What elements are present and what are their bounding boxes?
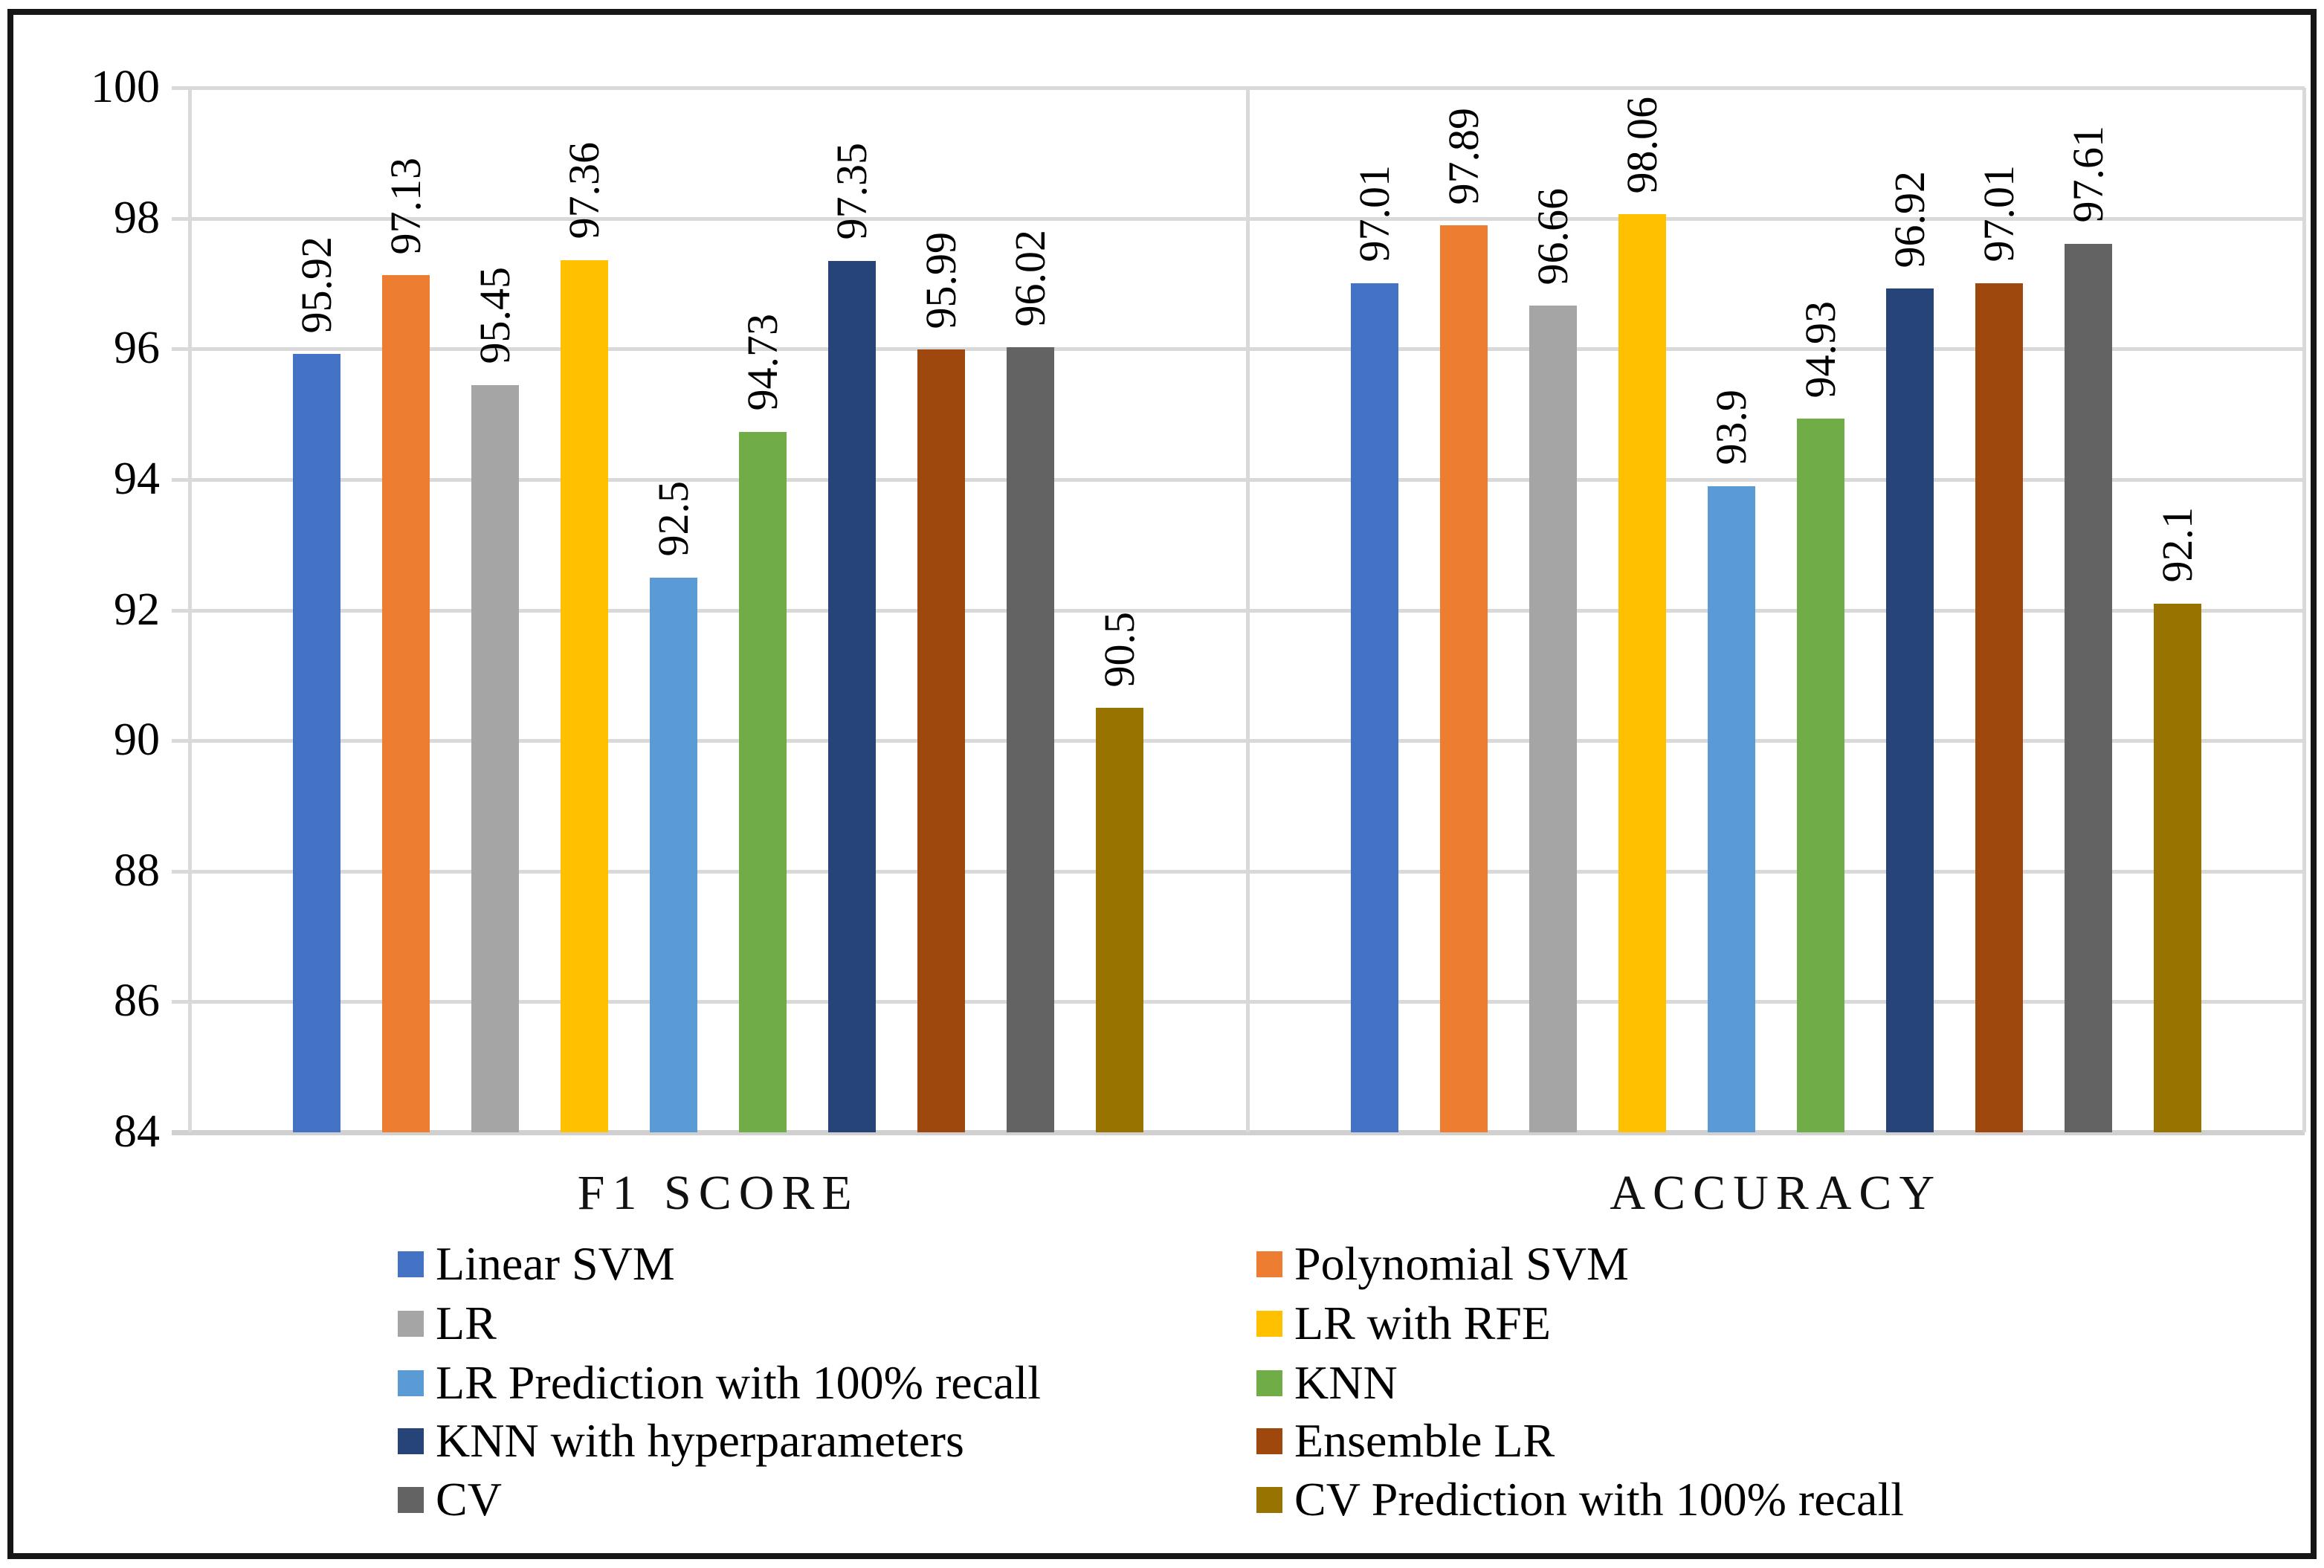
bar-accuracy-lr-prediction-with-100-recall — [1707, 485, 1755, 1132]
bar-value-label-accuracy-ensemble-lr: 97.01 — [1974, 165, 2023, 262]
bar-f1-score-lr-prediction-with-100-recall — [650, 577, 698, 1132]
y-axis-tick-mark — [172, 739, 190, 743]
legend-label-lr: LR — [436, 1297, 497, 1349]
bar-accuracy-cv-prediction-with-100-recall — [2153, 603, 2201, 1132]
legend-swatch-cv-prediction-with-100-recall — [1256, 1486, 1282, 1513]
legend-swatch-knn-with-hyperparameters — [398, 1427, 424, 1454]
legend-label-polynomial-svm: Polynomial SVM — [1294, 1237, 1629, 1290]
legend-swatch-lr — [398, 1310, 424, 1337]
y-axis-tick-mark — [172, 477, 190, 482]
legend-label-cv: CV — [436, 1473, 502, 1526]
y-axis-tick-mark — [172, 86, 190, 90]
legend-item-lr: LR — [398, 1297, 497, 1349]
bar-f1-score-lr — [471, 384, 520, 1132]
bar-value-label-accuracy-linear-svm: 97.01 — [1349, 165, 1398, 262]
bar-value-label-accuracy-lr: 96.66 — [1528, 187, 1577, 285]
legend-item-cv: CV — [398, 1474, 502, 1526]
bar-value-label-accuracy-cv: 97.61 — [2063, 126, 2112, 223]
legend-label-knn: KNN — [1294, 1356, 1398, 1409]
bar-f1-score-linear-svm — [293, 354, 341, 1132]
legend-item-ensemble-lr: Ensemble LR — [1256, 1415, 1555, 1467]
y-axis-tick-label: 94 — [114, 453, 160, 504]
legend-label-linear-svm: Linear SVM — [436, 1237, 675, 1290]
bar-f1-score-lr-with-rfe — [561, 259, 609, 1132]
bar-value-label-f1-score-cv: 96.02 — [1006, 230, 1055, 327]
legend-item-cv-prediction-with-100-recall: CV Prediction with 100% recall — [1256, 1474, 1904, 1526]
bar-value-label-f1-score-knn: 94.73 — [738, 314, 787, 411]
y-axis-tick-label: 88 — [114, 845, 160, 896]
chart-border — [7, 9, 2317, 1559]
y-axis-tick-mark — [172, 869, 190, 874]
bar-value-label-accuracy-cv-prediction-with-100-recall: 92.1 — [2152, 507, 2201, 583]
bar-value-label-accuracy-lr-prediction-with-100-recall: 93.9 — [1706, 390, 1755, 465]
legend-label-knn-with-hyperparameters: KNN with hyperparameters — [436, 1414, 964, 1467]
y-axis-tick-label: 92 — [114, 584, 160, 635]
category-label-accuracy: ACCURACY — [1610, 1166, 1943, 1220]
y-axis-tick-label: 98 — [114, 192, 160, 243]
x-axis-line — [172, 1130, 2305, 1135]
legend-label-lr-with-rfe: LR with RFE — [1294, 1297, 1551, 1349]
legend-swatch-knn — [1256, 1369, 1282, 1396]
bar-value-label-accuracy-knn-with-hyperparameters: 96.92 — [1885, 170, 1934, 268]
legend-item-linear-svm: Linear SVM — [398, 1238, 675, 1290]
legend-label-lr-prediction-with-100-recall: LR Prediction with 100% recall — [436, 1356, 1042, 1409]
legend-swatch-linear-svm — [398, 1251, 424, 1277]
y-axis-tick-label: 86 — [114, 975, 160, 1027]
bar-accuracy-lr-with-rfe — [1618, 214, 1666, 1132]
bar-value-label-accuracy-lr-with-rfe: 98.06 — [1617, 96, 1666, 194]
bar-f1-score-polynomial-svm — [382, 275, 430, 1132]
bar-value-label-f1-score-lr: 95.45 — [471, 267, 520, 364]
bar-accuracy-knn — [1796, 419, 1844, 1132]
legend-swatch-ensemble-lr — [1256, 1427, 1282, 1454]
legend-item-knn-with-hyperparameters: KNN with hyperparameters — [398, 1415, 964, 1467]
y-axis-tick-label: 96 — [114, 323, 160, 374]
legend-item-polynomial-svm: Polynomial SVM — [1256, 1238, 1629, 1290]
bar-accuracy-lr — [1529, 306, 1577, 1132]
bar-value-label-f1-score-lr-prediction-with-100-recall: 92.5 — [649, 481, 698, 557]
plot-right-border — [2302, 88, 2306, 1132]
bar-accuracy-polynomial-svm — [1439, 225, 1488, 1132]
legend-swatch-lr-with-rfe — [1256, 1310, 1282, 1337]
legend-swatch-polynomial-svm — [1256, 1251, 1282, 1277]
bar-value-label-f1-score-cv-prediction-with-100-recall: 90.5 — [1095, 611, 1144, 688]
bar-value-label-f1-score-linear-svm: 95.92 — [292, 236, 341, 334]
legend-label-cv-prediction-with-100-recall: CV Prediction with 100% recall — [1294, 1473, 1904, 1526]
bar-f1-score-cv — [1007, 347, 1055, 1132]
legend-item-lr-with-rfe: LR with RFE — [1256, 1297, 1551, 1349]
legend-swatch-lr-prediction-with-100-recall — [398, 1369, 424, 1396]
bar-accuracy-ensemble-lr — [1975, 283, 2023, 1132]
y-axis-line — [188, 88, 192, 1132]
bar-value-label-accuracy-knn: 94.93 — [1795, 300, 1844, 399]
bar-f1-score-knn — [739, 431, 787, 1132]
bar-value-label-f1-score-polynomial-svm: 97.13 — [381, 157, 430, 255]
bar-accuracy-cv — [2064, 243, 2112, 1132]
bar-value-label-f1-score-ensemble-lr: 95.99 — [917, 231, 966, 329]
y-axis-tick-mark — [172, 608, 190, 613]
bar-f1-score-knn-with-hyperparameters — [828, 260, 877, 1132]
y-axis-tick-mark — [172, 216, 190, 221]
y-axis-tick-label: 84 — [114, 1106, 160, 1157]
y-axis-tick-label: 100 — [91, 62, 160, 112]
category-separator-line — [1245, 88, 1250, 1132]
legend-label-ensemble-lr: Ensemble LR — [1294, 1414, 1555, 1467]
bar-value-label-f1-score-lr-with-rfe: 97.36 — [560, 142, 609, 239]
y-axis-tick-label: 90 — [114, 714, 160, 766]
bar-accuracy-knn-with-hyperparameters — [1885, 288, 1934, 1132]
bar-accuracy-linear-svm — [1350, 283, 1398, 1132]
bar-f1-score-ensemble-lr — [917, 349, 966, 1132]
legend-swatch-cv — [398, 1486, 424, 1513]
bar-f1-score-cv-prediction-with-100-recall — [1096, 708, 1144, 1132]
y-axis-tick-mark — [172, 1000, 190, 1004]
legend-item-lr-prediction-with-100-recall: LR Prediction with 100% recall — [398, 1357, 1041, 1409]
y-axis-tick-mark — [172, 347, 190, 352]
bar-value-label-f1-score-knn-with-hyperparameters: 97.35 — [827, 143, 877, 240]
bar-value-label-accuracy-polynomial-svm: 97.89 — [1439, 107, 1488, 205]
category-label-f1-score: F1 SCORE — [577, 1166, 859, 1220]
legend-item-knn: KNN — [1256, 1357, 1398, 1409]
